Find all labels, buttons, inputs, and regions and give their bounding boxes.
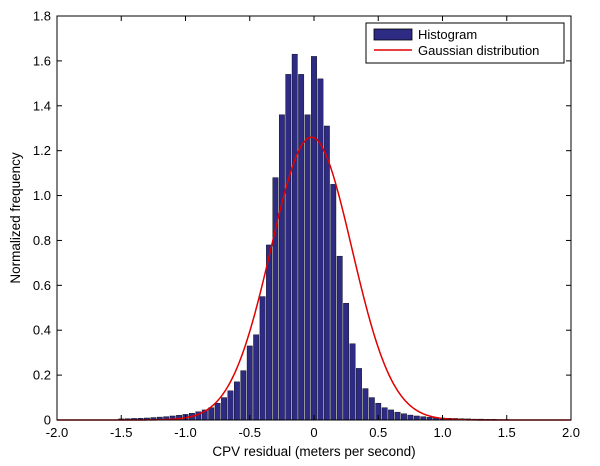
x-tick-label: -2.0 <box>46 425 68 440</box>
y-axis-label: Normalized frequency <box>8 152 23 284</box>
x-tick-label: -0.5 <box>239 425 261 440</box>
histogram-bar <box>343 303 350 421</box>
histogram-bars <box>118 53 510 421</box>
histogram-bar <box>246 345 253 421</box>
y-tick-label: 0.2 <box>33 368 51 383</box>
histogram-bar <box>291 53 298 421</box>
histogram-bar <box>227 390 234 421</box>
histogram-bar <box>368 397 375 421</box>
y-tick-label: 0 <box>44 413 51 428</box>
histogram-bar <box>420 416 427 421</box>
histogram-bar <box>285 74 292 421</box>
x-tick-label: 2.0 <box>562 425 580 440</box>
histogram-bar <box>221 397 227 421</box>
histogram-bar <box>388 409 394 421</box>
x-axis-ticks: -2.0 -1.5 -1.0 -0.5 0 0.5 1.0 1.5 2.0 <box>46 16 580 440</box>
histogram-bar <box>407 414 414 421</box>
x-axis-label: CPV residual (meters per second) <box>212 444 415 459</box>
histogram-bar <box>317 78 324 421</box>
histogram-bar <box>413 415 420 421</box>
histogram-bar <box>323 125 330 421</box>
histogram-bar <box>336 255 343 421</box>
y-tick-label: 1.4 <box>33 98 51 113</box>
y-tick-label: 1.6 <box>33 53 51 68</box>
histogram-bar <box>330 184 337 421</box>
histogram-bar <box>304 114 311 421</box>
histogram-bar <box>362 388 369 421</box>
histogram-bar <box>278 114 285 421</box>
histogram-bar <box>349 343 356 421</box>
y-tick-label: 1.0 <box>33 188 51 203</box>
legend-swatch-histogram <box>373 28 413 41</box>
x-tick-label: -1.5 <box>110 425 132 440</box>
histogram-bar <box>272 177 279 421</box>
histogram-bar <box>214 402 221 421</box>
x-tick-label: -1.0 <box>174 425 196 440</box>
legend-label-histogram: Histogram <box>418 27 477 42</box>
x-tick-label: 0.5 <box>369 425 387 440</box>
histogram-bar <box>298 74 305 421</box>
y-tick-label: 1.2 <box>33 143 51 158</box>
y-axis-ticks: 0 0.2 0.4 0.6 0.8 1.0 1.2 1.4 1.6 1.8 <box>33 9 571 428</box>
histogram-bar <box>311 56 317 421</box>
x-tick-label: 0 <box>310 425 317 440</box>
histogram-bar <box>401 413 407 421</box>
histogram-bar <box>253 334 260 421</box>
histogram-bar <box>240 370 247 421</box>
histogram-bar <box>356 368 362 421</box>
histogram-bar <box>394 411 401 421</box>
x-tick-label: 1.5 <box>498 425 516 440</box>
histogram-bar <box>208 407 215 421</box>
y-tick-label: 0.6 <box>33 278 51 293</box>
y-tick-label: 0.4 <box>33 323 51 338</box>
histogram-bar <box>233 381 240 421</box>
legend: Histogram Gaussian distribution <box>365 22 565 64</box>
legend-label-gaussian: Gaussian distribution <box>418 43 539 58</box>
y-tick-label: 0.8 <box>33 233 51 248</box>
x-tick-label: 1.0 <box>433 425 451 440</box>
histogram-bar <box>266 244 272 421</box>
y-tick-label: 1.8 <box>33 9 51 24</box>
histogram-bar <box>259 296 266 421</box>
histogram-bar <box>381 407 388 421</box>
